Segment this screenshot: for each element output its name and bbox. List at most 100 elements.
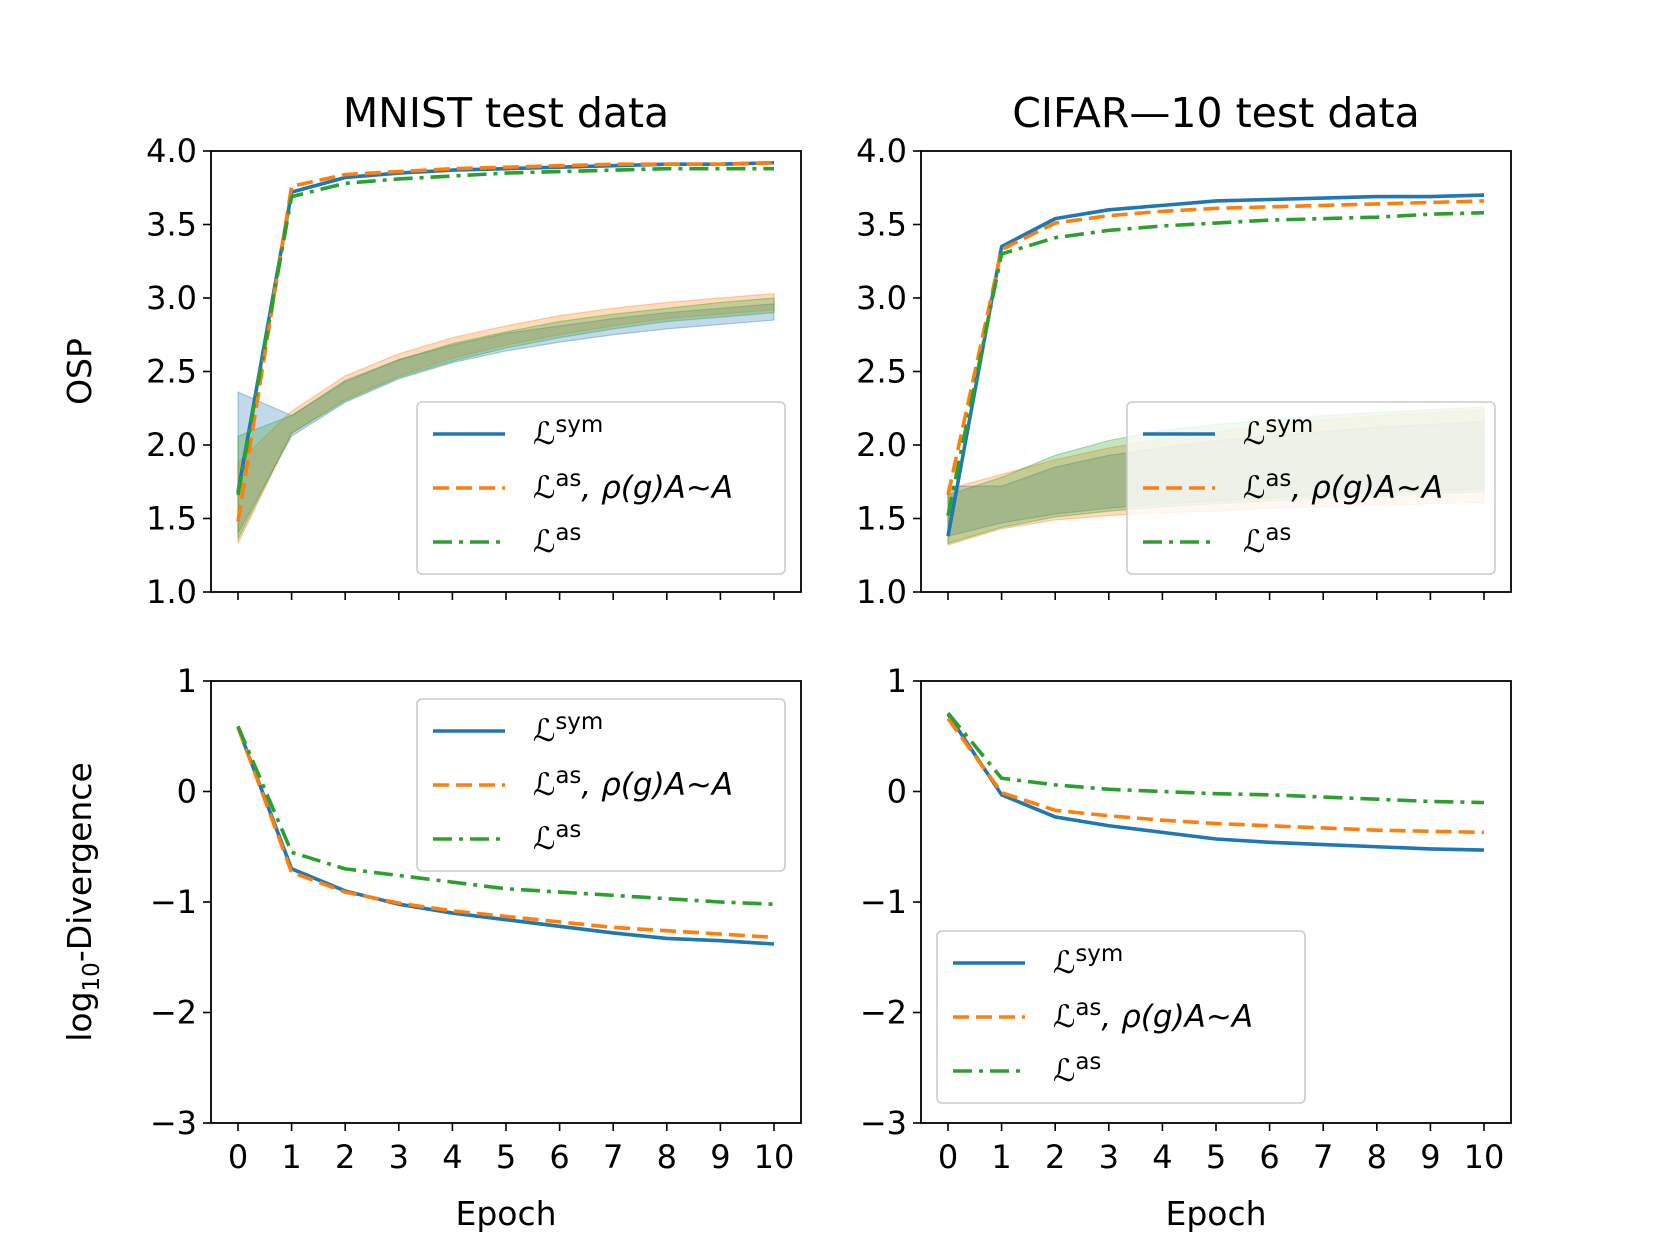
y-tick-label: −2 — [860, 994, 907, 1032]
legend-superscript: sym — [1075, 941, 1123, 967]
panel-cifar-osp: CIFAR—10 test data 1.0 1.5 2.0 2.5 3.0 3.5 4.0 ℒ… — [856, 89, 1512, 611]
x-tick-label: 5 — [496, 1138, 516, 1176]
legend-symbol: ℒ — [533, 821, 555, 857]
legend-label-sym: ℒsym — [1053, 941, 1123, 981]
x-tick-label: 0 — [938, 1138, 958, 1176]
x-tick-label: 7 — [603, 1138, 623, 1176]
series-line-as — [236, 725, 775, 907]
legend-symbol: ℒ — [1053, 945, 1075, 981]
legend-rest: , ρ(g)A∼A — [581, 470, 733, 506]
x-axis-label: Epoch — [455, 1194, 556, 1233]
legend-rest: , ρ(g)A∼A — [1101, 999, 1253, 1035]
axes-frame — [920, 150, 1512, 593]
legend-box — [416, 698, 786, 872]
x-tick-label: 0 — [228, 1138, 248, 1176]
x-tick-label: 3 — [389, 1138, 409, 1176]
y-tick-label: 3.0 — [856, 279, 907, 317]
legend-label-as_equiv: ℒas, ρ(g)A∼A — [533, 466, 733, 506]
legend-superscript: as — [555, 520, 581, 546]
legend-box — [936, 930, 1306, 1104]
y-tick-label: 1 — [177, 662, 197, 700]
x-tick-label: 5 — [1206, 1138, 1226, 1176]
band-as_equiv — [237, 292, 775, 544]
legend-superscript: as — [555, 817, 581, 843]
axes-frame — [920, 680, 1512, 1124]
legend-rest: , ρ(g)A∼A — [1291, 470, 1443, 506]
legend-label-as_equiv: ℒas, ρ(g)A∼A — [533, 763, 733, 803]
legend-box — [1126, 401, 1496, 575]
plot-area — [236, 160, 775, 544]
y-tick-label: 4.0 — [856, 132, 907, 170]
y-tick-label: 0 — [177, 773, 197, 811]
x-tick-label: 8 — [657, 1138, 677, 1176]
y-tick-label: 1.5 — [856, 500, 907, 538]
x-tick-label: 9 — [710, 1138, 730, 1176]
series-line-as_equiv — [946, 717, 1485, 835]
x-tick-label: 2 — [335, 1138, 355, 1176]
plot-area — [946, 711, 1485, 852]
y-tick-label: 2.0 — [146, 426, 197, 464]
x-tick-label: 10 — [1464, 1138, 1505, 1176]
series-line-as — [946, 711, 1485, 805]
y-axis-label: OSP — [60, 338, 99, 405]
y-tick-label: 3.0 — [146, 279, 197, 317]
axes-frame — [210, 150, 802, 593]
x-tick-label: 6 — [549, 1138, 569, 1176]
x-tick-label: 6 — [1259, 1138, 1279, 1176]
y-label-log: log — [60, 991, 99, 1041]
legend-superscript: sym — [555, 709, 603, 735]
legend-symbol: ℒ — [1243, 416, 1265, 452]
y-tick-label: 1 — [887, 662, 907, 700]
panel-title: CIFAR—10 test data — [1012, 89, 1419, 137]
y-tick-label: 2.5 — [856, 353, 907, 391]
y-tick-label: 1.0 — [856, 573, 907, 611]
x-tick-label: 2 — [1045, 1138, 1065, 1176]
legend-superscript: sym — [555, 412, 603, 438]
y-label-subscript: 10 — [79, 962, 105, 991]
y-tick-label: −1 — [860, 883, 907, 921]
axes-frame — [210, 680, 802, 1124]
legend-symbol: ℒ — [533, 524, 555, 560]
y-tick-label: 2.5 — [146, 353, 197, 391]
x-tick-label: 3 — [1099, 1138, 1119, 1176]
legend-superscript: as — [555, 763, 581, 789]
band-sym — [237, 303, 775, 534]
y-tick-label: −3 — [860, 1104, 907, 1142]
y-tick-label: 2.0 — [856, 426, 907, 464]
y-tick-label: 3.5 — [146, 206, 197, 244]
legend-label-as_equiv: ℒas, ρ(g)A∼A — [1053, 995, 1253, 1035]
y-axis-label: log10-Divergence — [60, 762, 105, 1042]
legend-superscript: as — [1075, 995, 1101, 1021]
legend-superscript: sym — [1265, 412, 1313, 438]
legend-label-as_equiv: ℒas, ρ(g)A∼A — [1243, 466, 1443, 506]
legend: ℒsym ℒas, ρ(g)A∼A ℒas — [1126, 401, 1496, 575]
legend-symbol: ℒ — [1243, 524, 1265, 560]
y-tick-label: −3 — [150, 1104, 197, 1142]
y-tick-label: 3.5 — [856, 206, 907, 244]
legend-symbol: ℒ — [533, 416, 555, 452]
y-tick-label: −2 — [150, 994, 197, 1032]
legend-rest: , ρ(g)A∼A — [581, 767, 733, 803]
panel-title: MNIST test data — [343, 89, 669, 137]
legend-label-sym: ℒsym — [533, 709, 603, 749]
legend-label-sym: ℒsym — [1243, 412, 1313, 452]
legend-label-as: ℒas — [533, 520, 581, 560]
x-tick-label: 1 — [281, 1138, 301, 1176]
legend-label-sym: ℒsym — [533, 412, 603, 452]
plot-area — [236, 725, 775, 946]
x-tick-label: 4 — [1152, 1138, 1172, 1176]
x-tick-label: 4 — [442, 1138, 462, 1176]
y-label-rest: -Divergence — [60, 762, 99, 962]
legend-label-as: ℒas — [533, 817, 581, 857]
legend-symbol: ℒ — [1053, 999, 1075, 1035]
legend-label-as: ℒas — [1053, 1049, 1101, 1089]
y-tick-label: 1.0 — [146, 573, 197, 611]
legend-superscript: as — [1075, 1049, 1101, 1075]
legend-label-as: ℒas — [1243, 520, 1291, 560]
legend-symbol: ℒ — [533, 767, 555, 803]
